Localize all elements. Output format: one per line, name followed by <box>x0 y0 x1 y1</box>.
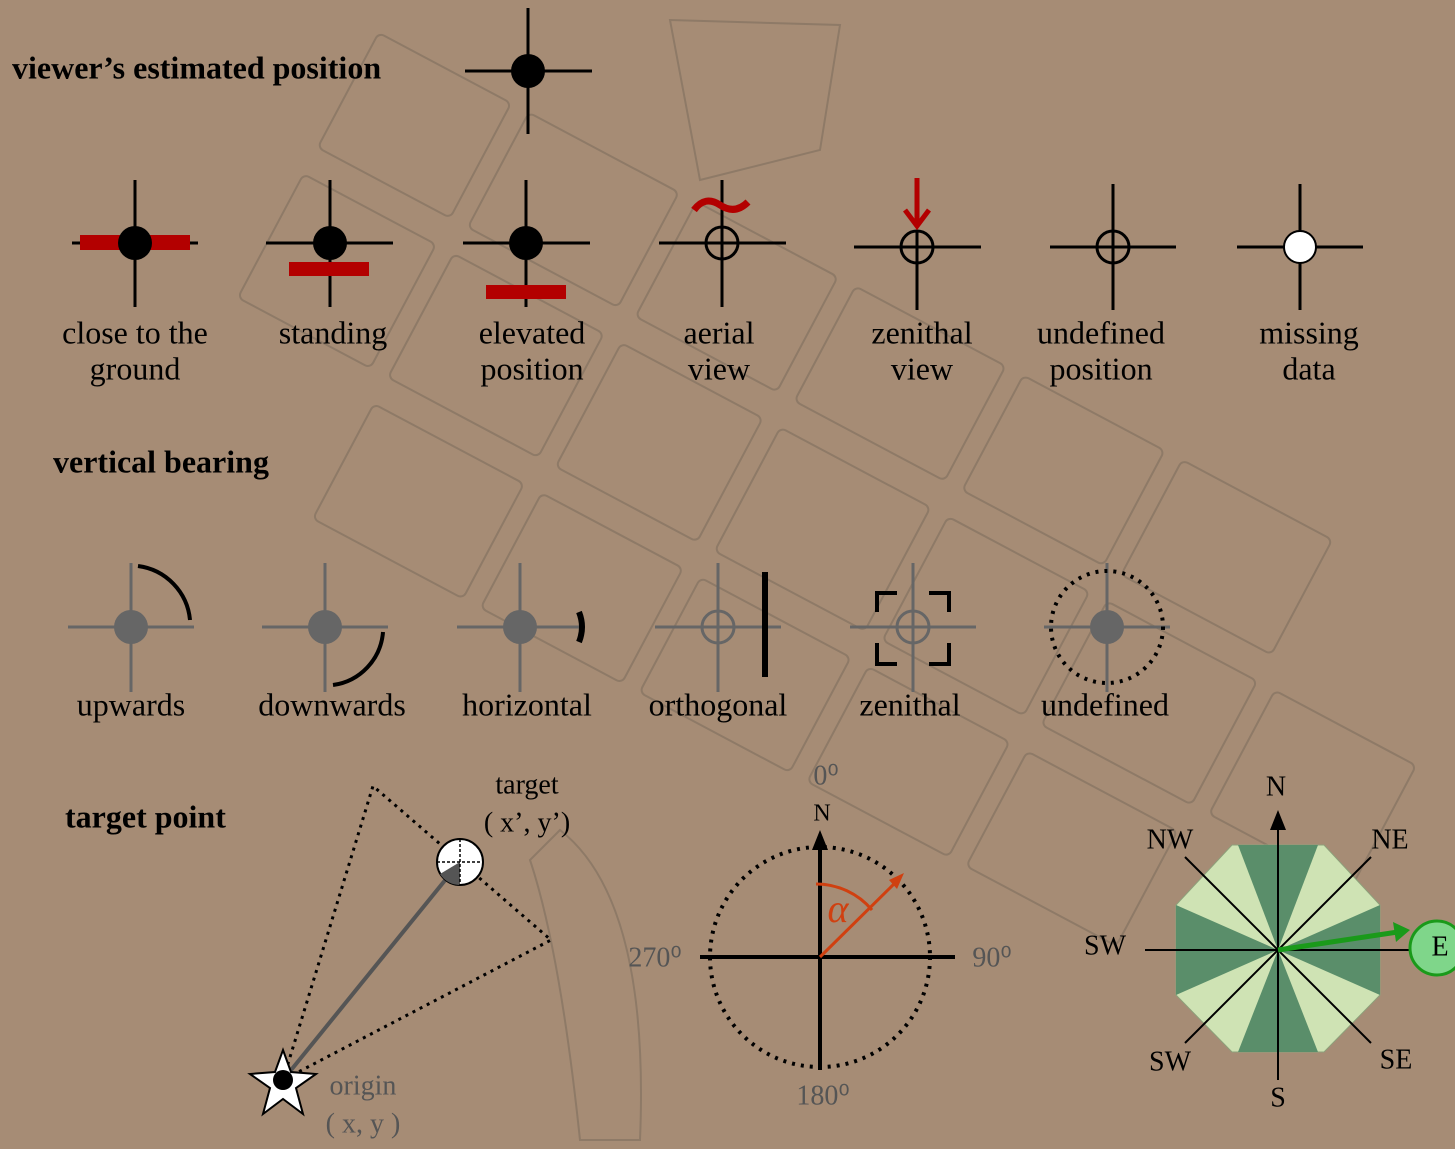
marker-label: zenithal <box>871 314 972 350</box>
compass-north-arrow <box>1270 810 1286 830</box>
bearing-label: upwards <box>77 686 185 722</box>
map-background <box>238 18 1415 1141</box>
marker-label: missing <box>1259 314 1359 350</box>
marker-label: position <box>1049 350 1152 386</box>
marker-dot <box>313 226 347 260</box>
marker-label: undefined <box>1037 314 1165 350</box>
origin-coords: ( x, y ) <box>326 1108 401 1139</box>
target-wedge <box>440 862 460 886</box>
alpha-label: α <box>828 886 850 931</box>
marker-label: aerial <box>683 314 754 350</box>
origin-label: origin <box>330 1070 397 1101</box>
marker-label: elevated <box>479 314 586 350</box>
compass-nw: NW <box>1147 824 1194 855</box>
deg-180: 180⁰ <box>796 1080 849 1111</box>
marker-ring <box>899 229 935 265</box>
bearing-ring <box>700 609 736 645</box>
alpha-arc <box>815 882 874 911</box>
marker-label: standing <box>279 314 387 350</box>
aerial-tilde <box>691 197 751 213</box>
origin-dot <box>273 1070 293 1090</box>
north-arrowhead <box>812 830 828 850</box>
bearing-dot <box>308 610 342 644</box>
undefined-circle <box>1049 569 1165 685</box>
bearing-labels: upwards downwards horizontal orthogonal zeni… <box>77 686 1169 722</box>
compass-ne: NE <box>1371 824 1408 855</box>
bearing-label: horizontal <box>462 686 592 722</box>
target-title: target point <box>65 798 226 834</box>
alpha-ray <box>818 880 898 959</box>
marker-ring <box>704 225 740 261</box>
bearing-label: undefined <box>1041 686 1169 722</box>
bearing-dot <box>1090 610 1124 644</box>
east-marker <box>1408 919 1455 977</box>
deg-0: 0⁰ <box>813 760 838 791</box>
bearing-dot <box>114 610 148 644</box>
compass-se: SE <box>1380 1044 1413 1075</box>
downwards-arc <box>332 631 385 687</box>
north-label: N <box>813 801 830 827</box>
bearing-label: zenithal <box>859 686 960 722</box>
heading-arrowhead <box>1393 922 1410 942</box>
marker-empty <box>1283 230 1317 264</box>
position-title: viewer’s estimated position <box>12 49 381 85</box>
marker-label: ground <box>90 350 181 386</box>
compass-sw: SW <box>1149 1046 1192 1077</box>
zenithal-arrow <box>903 178 931 231</box>
bearing-dot <box>503 610 537 644</box>
position-dot <box>511 54 545 88</box>
marker-label: position <box>480 350 583 386</box>
alpha-arrowhead <box>889 873 904 889</box>
zenithal-brackets <box>875 591 951 666</box>
elevated-bar <box>486 285 566 299</box>
compass-w: SW <box>1084 930 1127 961</box>
compass-n: N <box>1266 771 1286 802</box>
marker-dot <box>118 226 152 260</box>
compass-s: S <box>1270 1082 1286 1113</box>
deg-270: 270⁰ <box>628 942 681 973</box>
target-coords: ( x’, y’) <box>484 807 570 838</box>
heading-arrow <box>1277 929 1399 953</box>
standing-bar <box>289 262 369 276</box>
compass-e: E <box>1431 931 1448 962</box>
marker-label: close to the <box>62 314 208 350</box>
marker-dot <box>509 226 543 260</box>
bearing-crosshairs <box>68 563 1170 692</box>
marker-label: view <box>688 350 750 386</box>
sight-line <box>281 866 457 1082</box>
bearing-label: orthogonal <box>649 686 788 722</box>
marker-ring <box>1095 229 1131 265</box>
target-divider <box>437 839 483 885</box>
deg-90: 90⁰ <box>972 942 1011 973</box>
bearing-label: downwards <box>258 686 406 722</box>
upwards-arc <box>137 564 192 621</box>
marker-label: data <box>1282 350 1335 386</box>
bearing-ring <box>895 609 931 645</box>
target-label: target <box>495 769 558 800</box>
horizontal-arc <box>576 610 585 644</box>
bearing-title: vertical bearing <box>53 443 269 479</box>
marker-label: view <box>891 350 953 386</box>
